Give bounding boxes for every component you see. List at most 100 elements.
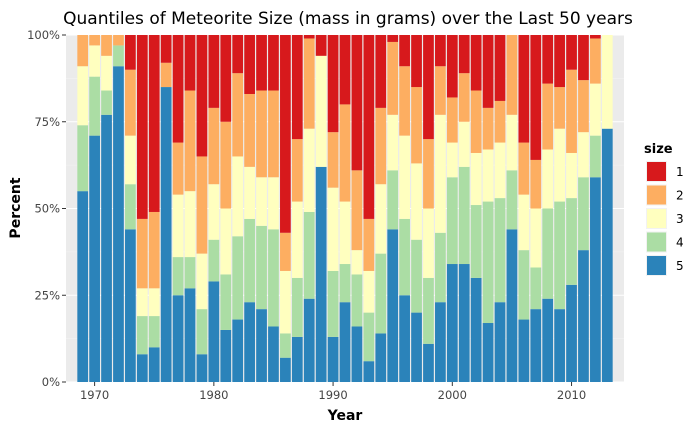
bar-segment-size-4 [244, 218, 255, 303]
bar-segment-size-1 [232, 35, 244, 74]
bar-segment-size-3 [387, 114, 399, 171]
bar-segment-size-2 [196, 156, 208, 254]
bar-segment-size-1 [530, 35, 542, 160]
bar-segment-size-1 [148, 35, 160, 212]
bar-segment-size-1 [280, 35, 291, 233]
bar-segment-size-4 [482, 201, 494, 324]
bar-segment-size-3 [542, 149, 554, 209]
bar-segment-size-4 [184, 257, 196, 289]
x-tick-label: 2000 [438, 388, 467, 402]
bar-segment-size-5 [578, 250, 589, 382]
x-axis-title: Year [327, 408, 363, 424]
bar-segment-size-5 [196, 354, 208, 382]
bar-segment-size-1 [268, 35, 279, 91]
bar-segment-size-1 [423, 35, 434, 140]
bar-segment-size-4 [590, 135, 601, 178]
bar-segment-size-2 [220, 121, 232, 209]
legend-key-color [647, 209, 666, 228]
bar-segment-size-4 [113, 45, 124, 67]
bar-segment-size-3 [601, 35, 613, 129]
bar-segment-size-1 [458, 35, 470, 74]
bar-segment-size-1 [125, 35, 136, 70]
bar-segment-size-5 [399, 295, 410, 382]
bar-segment-size-4 [458, 166, 470, 265]
bar-segment-size-5 [387, 229, 399, 382]
bar-segment-size-3 [518, 194, 530, 251]
bar-segment-size-1 [411, 35, 422, 88]
bar-segment-size-5 [566, 284, 577, 382]
bar-segment-size-4 [291, 277, 303, 337]
bar-segment-size-5 [518, 319, 530, 382]
bar-segment-size-2 [136, 218, 148, 289]
x-tick-label: 1970 [80, 388, 109, 402]
bar-segment-size-4 [101, 90, 112, 115]
bar-segment-size-5 [172, 295, 184, 382]
bar-segment-size-2 [530, 159, 542, 209]
bar-segment-size-5 [327, 336, 339, 382]
bar-segment-size-2 [77, 35, 89, 67]
bar-segment-size-3 [232, 156, 244, 237]
bar-segment-size-4 [89, 76, 100, 136]
bar-segment-size-1 [387, 35, 399, 42]
bar-segment-size-3 [208, 184, 220, 240]
bar-segment-size-3 [446, 142, 458, 178]
bar-segment-size-5 [113, 66, 124, 382]
bar-segment-size-5 [494, 302, 506, 382]
bar-segment-size-2 [125, 69, 136, 136]
bar-segment-size-2 [232, 73, 244, 157]
bar-segment-size-4 [506, 170, 518, 230]
bar-segment-size-2 [244, 93, 255, 167]
bar-segment-size-1 [375, 35, 387, 108]
bar-segment-size-5 [125, 229, 136, 382]
bar-segment-size-5 [446, 264, 458, 382]
bar-segment-size-3 [554, 128, 565, 202]
bar-segment-size-3 [280, 270, 291, 334]
bar-segment-size-2 [411, 87, 422, 164]
y-axis-title: Percent [8, 177, 24, 238]
legend-keys: 1 2 3 4 5 [646, 161, 684, 276]
bar-segment-size-4 [125, 184, 136, 230]
y-tick-label: 50% [34, 202, 60, 216]
bar-segment-size-3 [125, 135, 136, 185]
bar-segment-size-4 [268, 229, 279, 327]
bar-segment-size-4 [172, 257, 184, 296]
bar-segment-size-1 [363, 35, 375, 219]
bar-segment-size-5 [184, 288, 196, 382]
bar-segment-size-5 [232, 319, 244, 382]
bar-segment-size-1 [494, 35, 506, 101]
bar-segment-size-3 [101, 55, 112, 91]
bar-segment-size-3 [482, 149, 494, 202]
bar-segment-size-4 [435, 232, 446, 303]
bar-segment-size-2 [172, 142, 184, 195]
bar-segment-size-5 [160, 87, 172, 383]
bar-segment-size-2 [160, 62, 172, 88]
bar-segment-size-1 [303, 35, 315, 39]
bar-segment-size-1 [256, 35, 267, 91]
bar-segment-size-5 [315, 166, 327, 382]
bar-segment-size-2 [184, 90, 196, 192]
bar-segment-size-4 [411, 239, 422, 313]
bar-segment-size-5 [244, 302, 255, 382]
bar-segment-size-2 [423, 139, 434, 209]
bar-segment-size-3 [351, 250, 363, 275]
bar-segment-size-5 [220, 329, 232, 382]
bar-segment-size-1 [196, 35, 208, 157]
bars [77, 35, 613, 383]
bar-segment-size-4 [339, 264, 351, 303]
bar-segment-size-3 [136, 288, 148, 317]
bar-segment-size-3 [196, 253, 208, 310]
bar-segment-size-5 [470, 277, 482, 382]
bar-segment-size-1 [339, 35, 351, 105]
bar-segment-size-2 [446, 97, 458, 143]
bar-segment-size-4 [387, 170, 399, 230]
bar-segment-size-1 [208, 35, 220, 108]
bar-segment-size-4 [399, 218, 410, 296]
bar-segment-size-5 [411, 312, 422, 382]
bar-segment-size-5 [148, 347, 160, 382]
bar-segment-size-5 [530, 309, 542, 382]
bar-segment-size-2 [351, 170, 363, 251]
bar-segment-size-3 [375, 184, 387, 254]
bar-segment-size-1 [566, 35, 577, 70]
bar-segment-size-2 [506, 35, 518, 115]
